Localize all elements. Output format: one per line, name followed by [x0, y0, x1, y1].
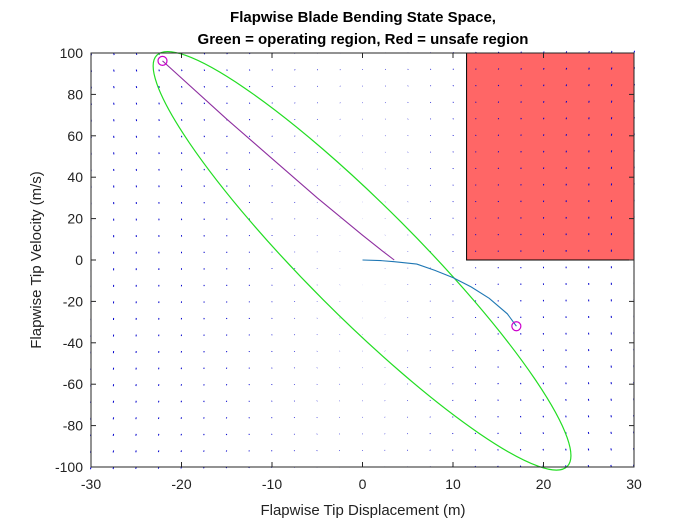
unsafe-region: [466, 52, 635, 261]
quiver-arrow: [610, 67, 613, 70]
quiver-arrow: [474, 449, 477, 451]
trajectory-marker-1: [157, 55, 168, 66]
chart-title-line-1: Flapwise Blade Bending State Space,: [230, 9, 496, 26]
x-tick-label: 0: [359, 476, 367, 492]
quiver-arrow: [181, 69, 183, 72]
y-tick-label: 80: [67, 86, 83, 102]
quiver-arrow: [271, 450, 273, 452]
y-tick-label: 100: [60, 45, 84, 61]
quiver-arrow: [497, 449, 499, 451]
quiver-arrow: [452, 449, 454, 451]
x-tick-label: -20: [171, 476, 191, 492]
x-tick-label: -10: [262, 476, 282, 492]
y-tick-label: 40: [67, 169, 83, 185]
x-tick-label: -30: [81, 476, 101, 492]
quiver-arrow: [203, 69, 206, 72]
y-tick-label: 60: [67, 128, 83, 144]
quiver-arrow: [429, 449, 431, 451]
x-tick-label: 10: [445, 476, 461, 492]
y-tick-label: -40: [63, 335, 83, 351]
quiver-arrow: [587, 448, 590, 451]
y-tick-label: 20: [67, 211, 83, 227]
quiver-arrow: [610, 448, 612, 451]
y-tick-label: -60: [63, 376, 83, 392]
quiver-arrow: [520, 68, 522, 70]
x-tick-label: 30: [626, 476, 642, 492]
quiver-arrow: [225, 450, 228, 452]
quiver-arrow: [542, 448, 544, 451]
quiver-arrow: [135, 69, 138, 72]
quiver-arrow: [519, 448, 522, 451]
chart-title-line-2: Green = operating region, Red = unsafe r…: [198, 31, 529, 48]
quiver-arrow: [588, 67, 590, 70]
operating-region-ellipse: [152, 50, 572, 471]
quiver-arrow: [293, 450, 295, 452]
quiver-arrow: [248, 450, 250, 452]
quiver-arrow: [565, 448, 567, 451]
quiver-arrow: [135, 450, 137, 453]
quiver-arrow: [543, 67, 545, 70]
x-tick-label: 20: [536, 476, 552, 492]
y-tick-label: 0: [75, 252, 83, 268]
y-tick-label: -20: [63, 293, 83, 309]
quiver-arrow: [452, 68, 454, 70]
plot-area: -30 -20 -10 0 10 20 30-100-80-60-40-2002040608…: [55, 45, 642, 492]
y-tick-label: -80: [63, 418, 83, 434]
x-axis-label: Flapwise Tip Displacement (m): [260, 502, 465, 519]
quiver-arrow: [248, 69, 251, 71]
quiver-arrow: [565, 67, 568, 70]
trajectory-line-2: [362, 259, 517, 327]
quiver-arrow: [271, 69, 273, 71]
quiver-arrow: [430, 68, 432, 70]
y-tick-label: -100: [55, 459, 83, 475]
quiver-arrow: [180, 450, 182, 453]
quiver-arrow: [226, 69, 228, 71]
quiver-arrow: [112, 450, 115, 453]
quiver-arrow: [113, 69, 115, 72]
axis-ticks: -30 -20 -10 0 10 20 30-100-80-60-40-2002040608…: [55, 45, 642, 492]
quiver-arrow: [294, 69, 296, 71]
quiver-arrow: [157, 450, 160, 453]
quiver-arrow: [475, 68, 477, 70]
quiver-arrow: [158, 69, 160, 72]
quiver-arrow: [203, 450, 205, 452]
trajectory-line-1: [162, 60, 395, 261]
trajectory-marker-2: [511, 321, 522, 332]
quiver-arrow: [497, 68, 500, 70]
y-axis-label: Flapwise Tip Velocity (m/s): [28, 171, 45, 349]
